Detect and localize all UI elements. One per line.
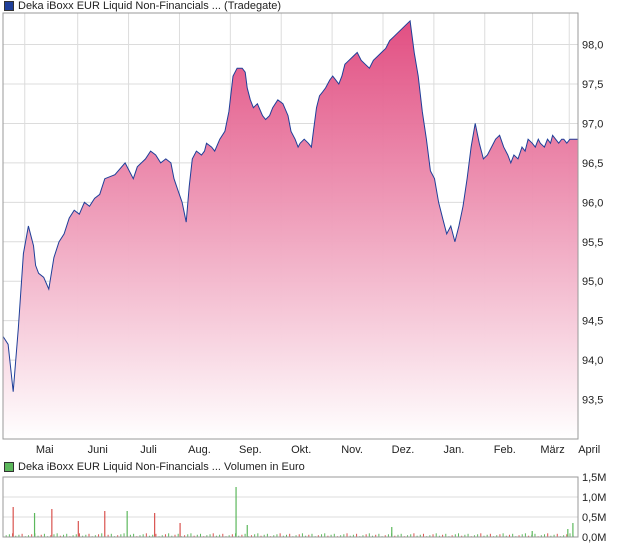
y-tick-label: 96,5 [582, 158, 603, 170]
price-plot-frame [2, 12, 579, 440]
x-tick-label: Juli [140, 444, 157, 456]
x-tick-label: Nov. [341, 444, 363, 456]
y-tick-label: 97,0 [582, 118, 603, 130]
y-tick-label: 95,5 [582, 237, 603, 249]
x-tick-label: Okt. [291, 444, 311, 456]
x-tick-label: April [578, 444, 600, 456]
x-tick-label: Juni [88, 444, 108, 456]
vol-y-tick-label: 0,0M [582, 532, 606, 544]
x-tick-label: Dez. [392, 444, 415, 456]
x-tick-label: Mai [36, 444, 54, 456]
volume-plot-frame [2, 476, 579, 538]
price-legend: Deka iBoxx EUR Liquid Non-Financials ...… [4, 0, 281, 12]
price-legend-label: Deka iBoxx EUR Liquid Non-Financials ...… [18, 0, 282, 12]
y-tick-label: 94,5 [582, 316, 603, 328]
y-tick-label: 94,0 [582, 355, 603, 367]
volume-legend: Deka iBoxx EUR Liquid Non-Financials ...… [4, 461, 305, 473]
price-legend-swatch [4, 1, 14, 11]
y-tick-label: 97,5 [582, 79, 603, 91]
x-tick-label: Feb. [494, 444, 516, 456]
y-tick-label: 98,0 [582, 40, 603, 52]
vol-y-tick-label: 1,0M [582, 492, 606, 504]
vol-y-tick-label: 0,5M [582, 512, 606, 524]
price-chart: 93,5 94,0 94,5 95,0 95,5 96,0 96,5 97,0 97,5 98,0… [2, 12, 603, 456]
x-tick-label: Jan. [443, 444, 464, 456]
price-line [2, 19, 578, 392]
x-tick-label: März [540, 444, 564, 456]
y-tick-label: 93,5 [582, 395, 603, 407]
volume-legend-label: Deka iBoxx EUR Liquid Non-Financials ...… [18, 461, 305, 473]
y-tick-label: 95,0 [582, 276, 603, 288]
vol-y-tick-label: 1,5M [582, 472, 606, 484]
x-tick-label: Aug. [188, 444, 211, 456]
x-tick-label: Sep. [239, 444, 262, 456]
y-tick-label: 96,0 [582, 197, 603, 209]
price-area [3, 20, 578, 440]
volume-legend-swatch [4, 462, 14, 472]
